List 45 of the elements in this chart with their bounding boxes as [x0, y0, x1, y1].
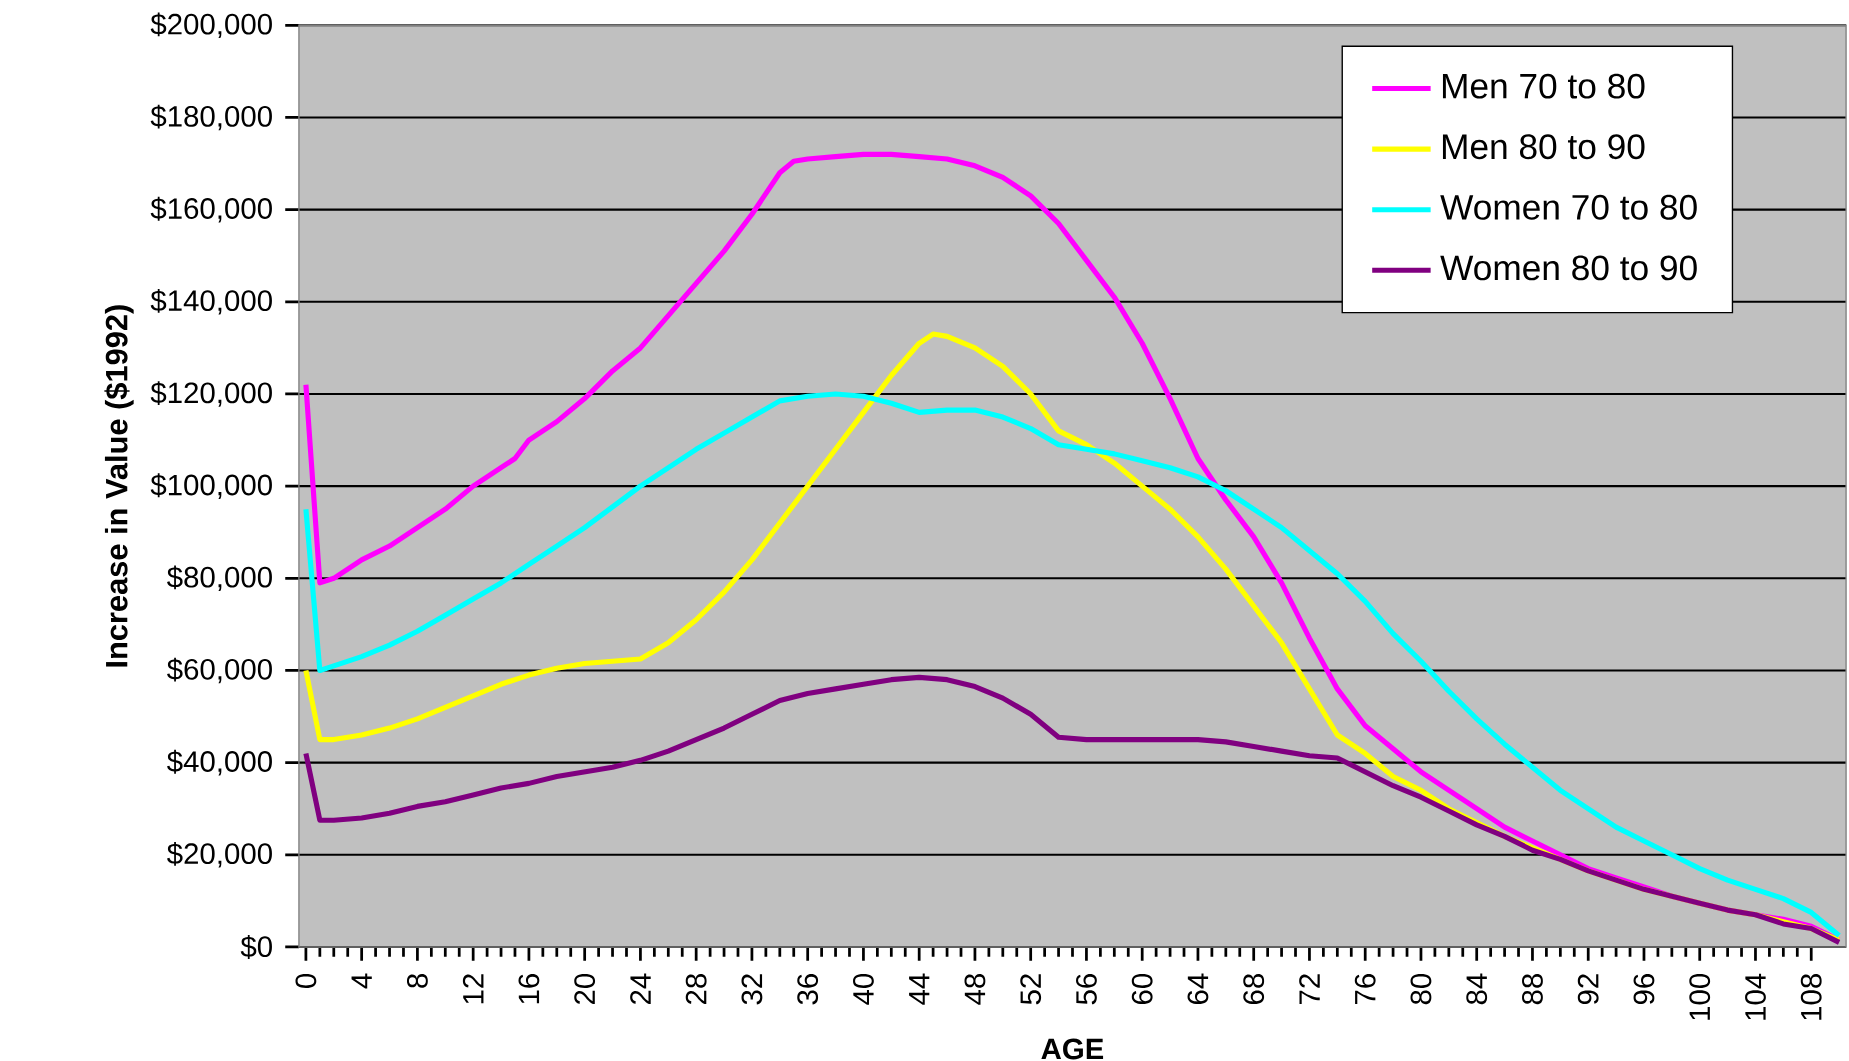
x-tick-label: 32	[741, 974, 763, 1005]
y-tick-label: $200,000	[150, 12, 272, 39]
x-tick-label: 0	[295, 973, 317, 989]
y-tick-label: $160,000	[150, 196, 272, 223]
y-tick-label: $40,000	[167, 749, 272, 776]
legend-label: Men 70 to 80	[1442, 73, 1645, 99]
x-tick-label: 36	[797, 974, 819, 1005]
x-tick-label: 12	[462, 974, 484, 1004]
x-tick-label: 52	[1020, 974, 1042, 1005]
y-tick-label: $0	[240, 935, 272, 959]
x-tick-label: 96	[1633, 974, 1655, 1005]
y-axis-title: Increase in Value ($1992)	[104, 305, 134, 667]
y-tick-label: $180,000	[150, 104, 272, 131]
x-tick-label: 28	[685, 974, 707, 1005]
x-tick-label: 48	[964, 974, 986, 1005]
x-tick-label: 80	[1410, 973, 1432, 1005]
x-tick-label: 72	[1299, 974, 1320, 1005]
x-tick-label: 16	[518, 974, 540, 1004]
y-tick-label: $80,000	[167, 565, 272, 592]
x-tick-label: 64	[1187, 973, 1209, 1005]
x-tick-label: 20	[574, 973, 596, 1005]
x-tick-label: 24	[630, 973, 651, 1005]
x-tick-label: 40	[853, 973, 874, 1005]
x-tick-label: 108	[1800, 974, 1822, 1020]
x-tick-label: 68	[1243, 974, 1265, 1005]
y-tick-label: $60,000	[167, 657, 272, 684]
x-tick-label: 104	[1745, 973, 1766, 1020]
y-tick-label: $120,000	[150, 381, 272, 407]
x-axis-title: AGE	[1041, 1038, 1104, 1060]
x-tick-label: 88	[1522, 974, 1543, 1005]
y-tick-label: $20,000	[167, 842, 272, 868]
x-tick-label: 76	[1354, 974, 1376, 1005]
x-tick-label: 8	[406, 974, 428, 988]
x-tick-label: 44	[909, 973, 930, 1005]
x-tick-label: 84	[1466, 973, 1488, 1005]
x-tick-label: 92	[1577, 974, 1599, 1005]
legend-label: Men 80 to 90	[1442, 134, 1645, 160]
x-tick-label: 4	[351, 973, 372, 989]
y-tick-label: $140,000	[150, 289, 272, 315]
y-tick-label: $100,000	[150, 473, 272, 499]
x-tick-label: 60	[1131, 973, 1153, 1005]
legend-label: Women 80 to 90	[1440, 255, 1697, 281]
x-tick-label: 56	[1076, 974, 1097, 1005]
x-tick-label: 100	[1689, 973, 1711, 1020]
legend-label: Women 70 to 80	[1440, 194, 1697, 220]
